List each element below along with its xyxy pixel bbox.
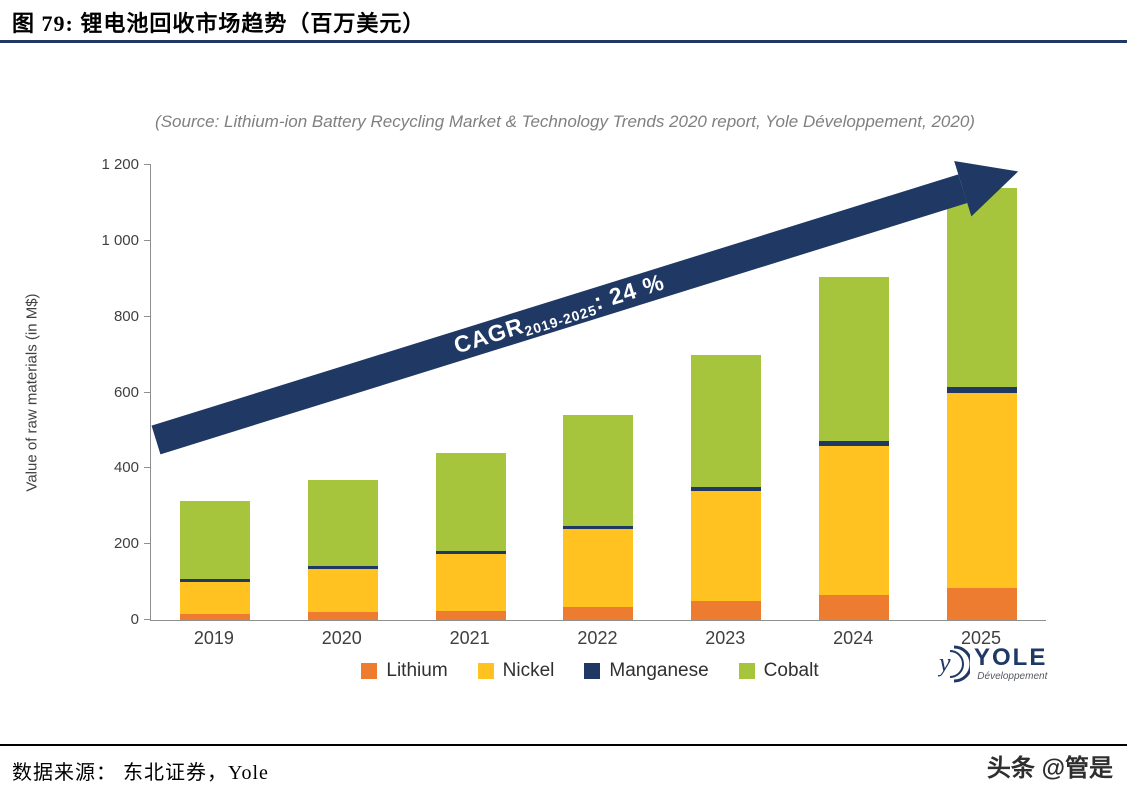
legend-label-nickel: Nickel xyxy=(502,660,555,681)
x-label-2025: 2025 xyxy=(960,628,1001,648)
y-axis-title: Value of raw materials (in M$) xyxy=(23,293,41,492)
y-tick-mark xyxy=(144,619,151,620)
y-tick-mark xyxy=(144,543,151,545)
legend-swatch-lithium xyxy=(361,663,378,679)
bar-2022 xyxy=(563,415,634,620)
y-tick-label: 800 xyxy=(113,307,139,325)
bar-segment-manganese-2019 xyxy=(179,579,250,583)
yole-logo-mark-icon: y xyxy=(938,645,970,683)
svg-text:y: y xyxy=(938,648,951,677)
bar-segment-cobalt-2019 xyxy=(179,500,250,580)
header-divider xyxy=(0,40,1127,43)
bar-segment-cobalt-2022 xyxy=(563,415,634,526)
x-label-2024: 2024 xyxy=(833,628,874,648)
bars-row xyxy=(151,165,1046,620)
bar-2021 xyxy=(435,453,506,620)
x-label-2019: 2019 xyxy=(193,628,234,648)
bar-segment-lithium-2020 xyxy=(307,612,378,620)
bar-segment-nickel-2022 xyxy=(563,529,634,607)
legend-label-cobalt: Cobalt xyxy=(763,660,819,681)
y-tick-label: 0 xyxy=(130,611,139,628)
y-tick-mark xyxy=(144,467,151,469)
y-tick-label: 400 xyxy=(113,459,139,477)
y-tick-mark xyxy=(144,164,151,165)
bar-segment-lithium-2024 xyxy=(819,595,890,620)
legend-swatch-nickel xyxy=(477,663,494,679)
x-labels-row: 2019 2020 2021 2022 2023 2024 2025 xyxy=(150,628,1045,649)
bar-segment-lithium-2021 xyxy=(435,610,506,620)
legend-swatch-manganese xyxy=(584,663,601,679)
watermark: 头条 @管是 xyxy=(986,755,1113,782)
x-label-2021: 2021 xyxy=(449,628,490,648)
footer-divider xyxy=(0,744,1127,746)
bar-2023 xyxy=(691,354,762,620)
legend-swatch-cobalt xyxy=(738,663,755,679)
bar-segment-manganese-2020 xyxy=(307,566,378,569)
bar-segment-lithium-2019 xyxy=(179,614,250,620)
legend-item-cobalt: Cobalt xyxy=(738,660,819,682)
y-tick-label: 1 000 xyxy=(101,231,139,249)
bar-2025 xyxy=(946,187,1017,620)
bar-segment-cobalt-2025 xyxy=(946,187,1017,387)
bar-segment-cobalt-2024 xyxy=(819,276,890,442)
chart-source-caption: (Source: Lithium-ion Battery Recycling M… xyxy=(155,112,975,131)
x-label-2022: 2022 xyxy=(577,628,618,648)
bar-2024 xyxy=(819,276,890,620)
bar-segment-lithium-2023 xyxy=(691,601,762,620)
bar-segment-cobalt-2020 xyxy=(307,479,378,567)
y-tick-mark xyxy=(144,239,151,241)
x-label-2020: 2020 xyxy=(321,628,362,648)
bar-segment-nickel-2024 xyxy=(819,445,890,596)
y-tick-mark xyxy=(144,315,151,317)
x-label-2023: 2023 xyxy=(705,628,746,648)
y-tick-label: 1 200 xyxy=(101,156,139,173)
yole-tagline-text: Développement xyxy=(977,671,1048,682)
y-tick-mark xyxy=(144,391,151,393)
legend: Lithium Nickel Manganese Cobalt xyxy=(270,660,910,682)
data-source-label: 数据来源： 东北证券，Yole xyxy=(12,762,269,784)
bar-segment-lithium-2022 xyxy=(563,606,634,620)
legend-item-lithium: Lithium xyxy=(361,660,448,682)
legend-item-nickel: Nickel xyxy=(477,660,555,682)
bar-segment-nickel-2021 xyxy=(435,553,506,611)
bar-segment-cobalt-2023 xyxy=(691,354,762,488)
legend-label-lithium: Lithium xyxy=(386,660,448,681)
y-tick-label: 600 xyxy=(113,383,139,401)
bar-segment-nickel-2023 xyxy=(691,491,762,602)
bar-segment-manganese-2021 xyxy=(435,550,506,554)
bar-2020 xyxy=(307,479,378,620)
bar-segment-nickel-2025 xyxy=(946,392,1017,588)
bar-segment-cobalt-2021 xyxy=(435,453,506,551)
bar-segment-manganese-2022 xyxy=(563,525,634,530)
y-tick-label: 200 xyxy=(113,535,139,553)
bar-segment-nickel-2020 xyxy=(307,568,378,613)
yole-logo: y YOLE Développement xyxy=(938,642,1047,686)
bar-segment-lithium-2025 xyxy=(946,587,1017,620)
yole-brand-text: YOLE xyxy=(974,644,1048,671)
plot-area: CAGR2019-2025: 24 % 0 200 400 600 800 1 000 1 … xyxy=(101,143,1046,628)
bar-segment-manganese-2025 xyxy=(946,386,1017,393)
legend-label-manganese: Manganese xyxy=(609,660,709,681)
bar-segment-manganese-2023 xyxy=(691,487,762,492)
figure-title: 图 79: 锂电池回收市场趋势（百万美元） xyxy=(12,11,426,36)
bar-segment-nickel-2019 xyxy=(179,582,250,615)
legend-item-manganese: Manganese xyxy=(584,660,709,682)
bar-segment-manganese-2024 xyxy=(819,441,890,446)
bar-2019 xyxy=(179,500,250,620)
